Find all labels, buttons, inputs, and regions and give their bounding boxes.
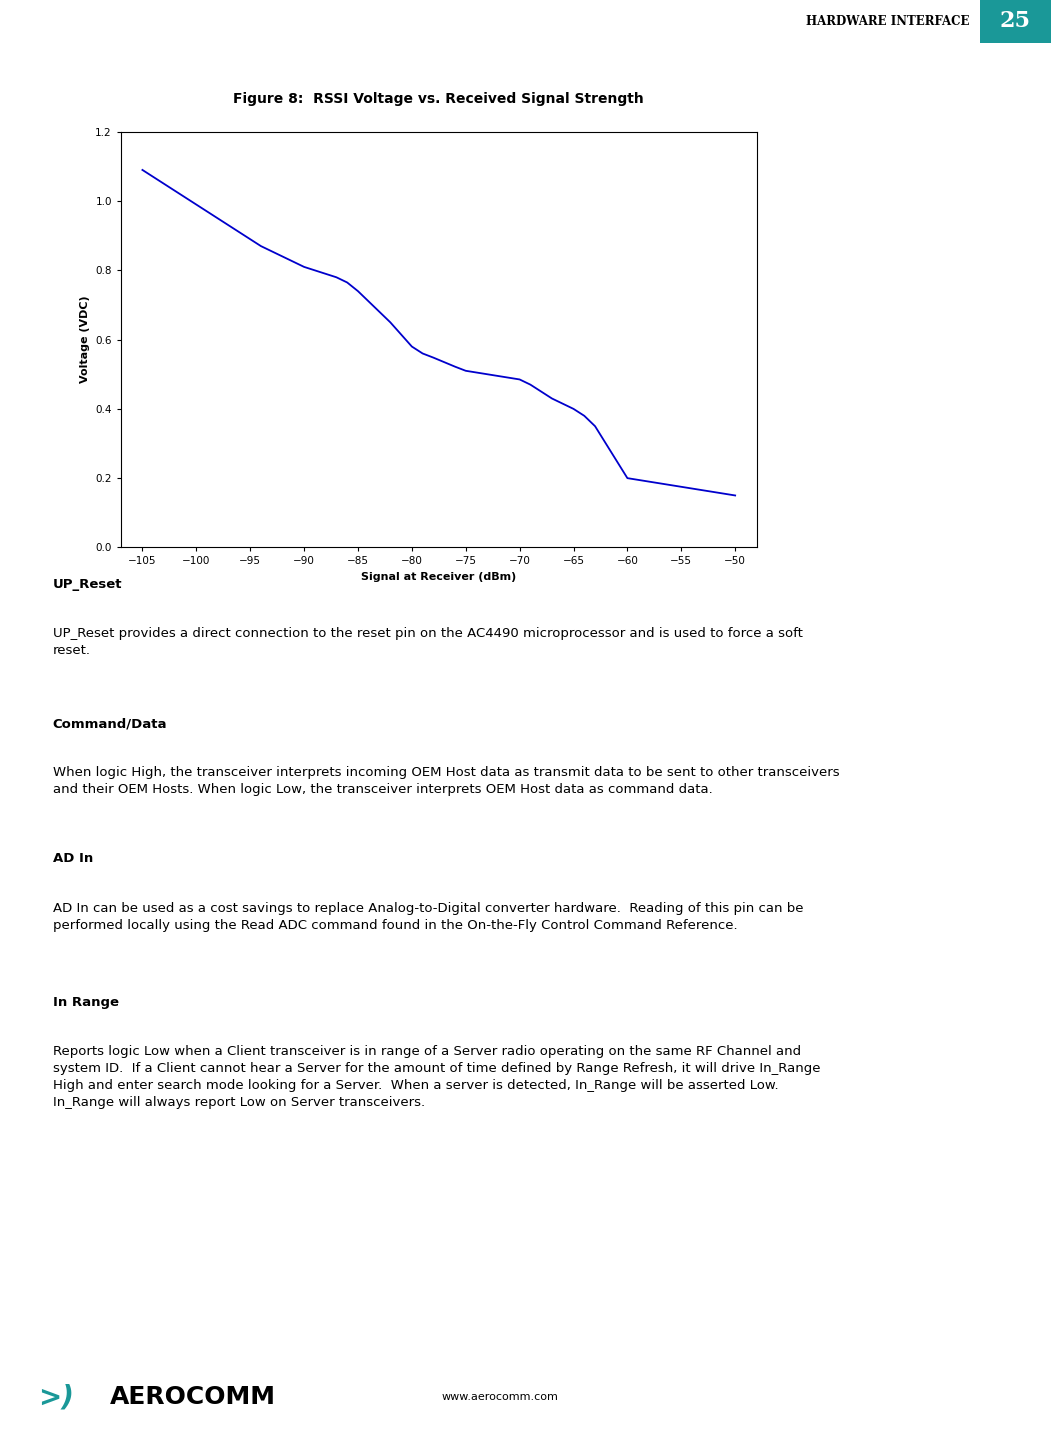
Text: HARDWARE INTERFACE: HARDWARE INTERFACE: [805, 14, 969, 29]
Text: AEROCOMM: AEROCOMM: [110, 1386, 276, 1409]
Text: When logic High, the transceiver interprets incoming OEM Host data as transmit d: When logic High, the transceiver interpr…: [53, 767, 839, 797]
Text: Figure 8:  RSSI Voltage vs. Received Signal Strength: Figure 8: RSSI Voltage vs. Received Sign…: [233, 92, 644, 106]
Text: AD In: AD In: [53, 853, 92, 866]
Text: Reports logic Low when a Client transceiver is in range of a Server radio operat: Reports logic Low when a Client transcei…: [53, 1045, 820, 1109]
Y-axis label: Voltage (VDC): Voltage (VDC): [80, 295, 89, 384]
Text: Command/Data: Command/Data: [53, 716, 167, 731]
Text: In Range: In Range: [53, 996, 119, 1009]
Text: www.aerocomm.com: www.aerocomm.com: [441, 1393, 558, 1401]
Text: AD In can be used as a cost savings to replace Analog-to-Digital converter hardw: AD In can be used as a cost savings to r…: [53, 901, 803, 931]
Text: UP_Reset provides a direct connection to the reset pin on the AC4490 microproces: UP_Reset provides a direct connection to…: [53, 628, 802, 658]
Text: UP_Reset: UP_Reset: [53, 577, 122, 590]
Text: 25: 25: [1000, 10, 1031, 33]
X-axis label: Signal at Receiver (dBm): Signal at Receiver (dBm): [362, 572, 516, 582]
Text: >): >): [38, 1383, 75, 1412]
